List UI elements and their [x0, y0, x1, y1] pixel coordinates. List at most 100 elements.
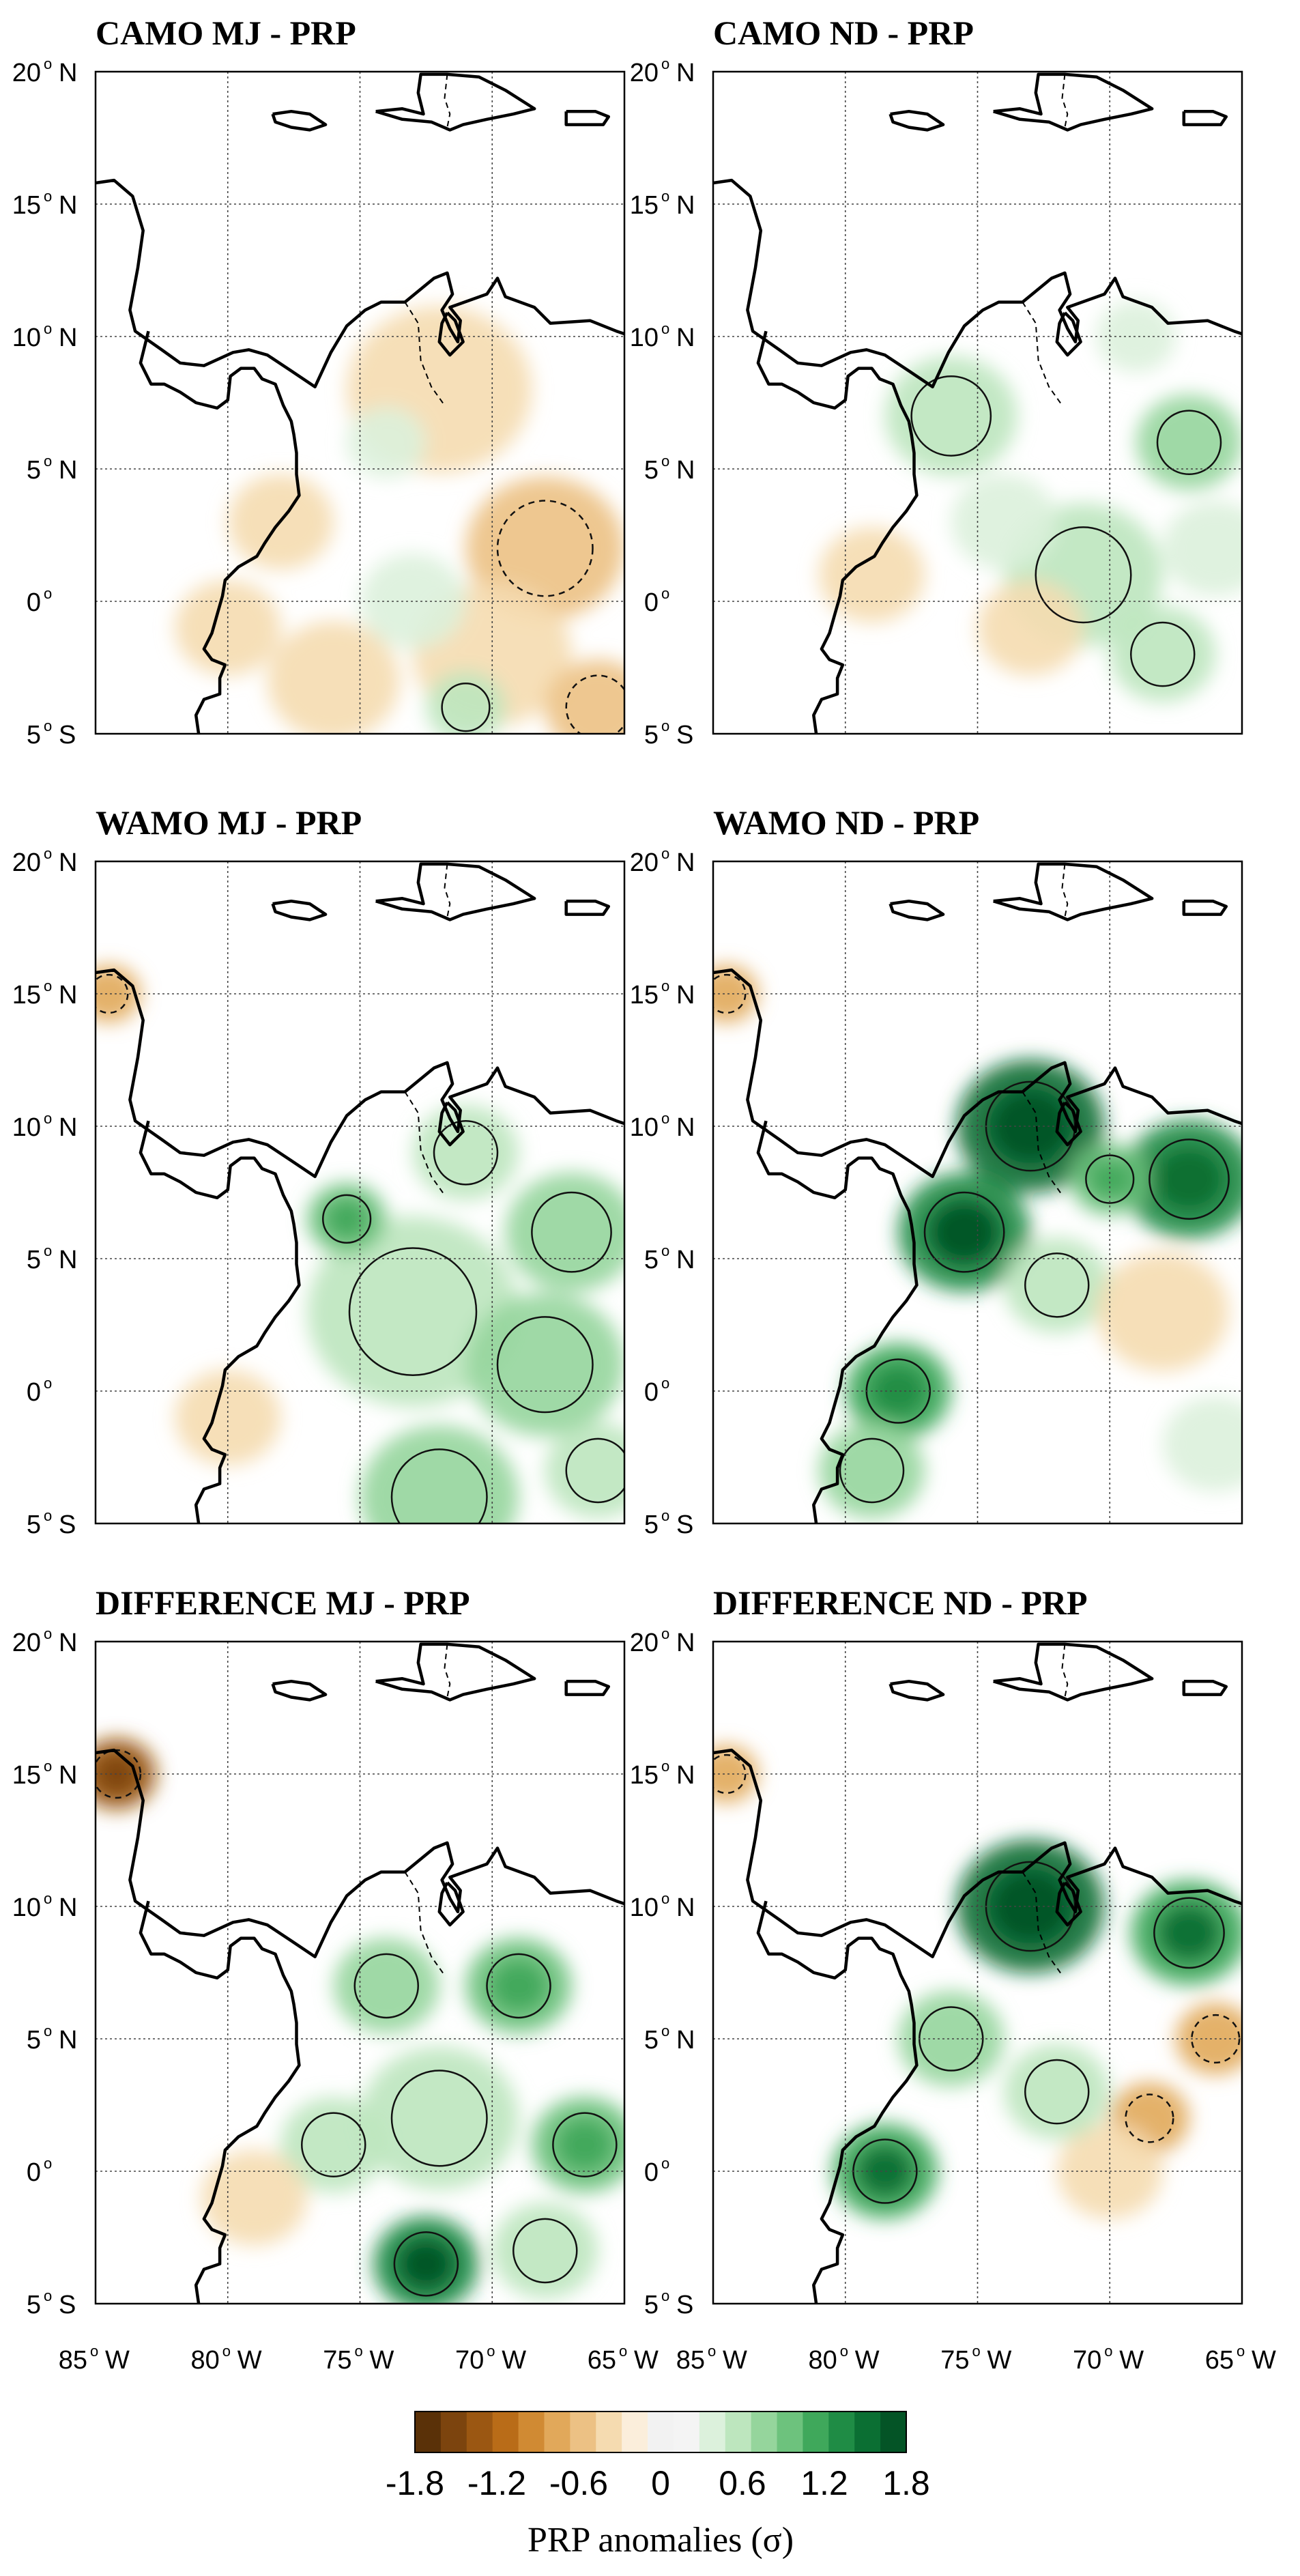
degree-symbol: o: [44, 1110, 52, 1127]
lat-hemisphere: N: [59, 456, 77, 485]
coastline: [271, 899, 328, 921]
coastline: [889, 899, 945, 921]
degree-symbol: o: [661, 2155, 669, 2172]
degree-symbol: o: [44, 2155, 52, 2172]
lon-hemisphere: W: [502, 2346, 526, 2375]
significance-contour: [565, 674, 624, 734]
degree-symbol: o: [44, 845, 52, 862]
significance-contour: [96, 973, 129, 1014]
lat-hemisphere: N: [676, 1629, 695, 1657]
country-border: [1061, 863, 1069, 917]
significance-contour: [496, 1316, 594, 1414]
lon-tick-label: 65: [1205, 2346, 1234, 2375]
coastline: [1182, 899, 1228, 916]
lat-tick-label: 15: [630, 191, 659, 220]
lat-hemisphere: N: [676, 2026, 695, 2055]
lon-tick-label: 65: [588, 2346, 616, 2375]
lat-tick-label: 5: [27, 721, 41, 749]
anomaly-core: [96, 1754, 139, 1794]
degree-symbol: o: [44, 453, 52, 470]
lat-tick-label: 5: [644, 721, 659, 749]
degree-symbol: o: [44, 1758, 52, 1775]
coastline: [375, 1642, 536, 1702]
degree-symbol: o: [708, 2343, 716, 2360]
lat-hemisphere: N: [676, 981, 695, 1010]
lat-tick-label: 5: [27, 2291, 41, 2319]
colorbar-frame: [414, 2411, 907, 2453]
panel-title: CAMO MJ - PRP: [96, 14, 356, 52]
panel-frame: [94, 1640, 626, 2305]
lat-hemisphere: N: [59, 2026, 77, 2055]
significance-contour: [1024, 2059, 1090, 2125]
colorbar-swatch: [880, 2412, 907, 2452]
significance-contour: [512, 2218, 578, 2284]
coastline: [713, 1748, 1242, 1958]
lat-tick-label: 10: [630, 324, 659, 352]
colorbar-swatch: [803, 2412, 829, 2452]
degree-symbol: o: [661, 320, 669, 337]
anomaly-blob: [413, 1104, 519, 1201]
anomaly-field: [713, 861, 1242, 1523]
lat-hemisphere: N: [59, 1246, 77, 1274]
lat-hemisphere: S: [59, 1511, 76, 1539]
coastline: [713, 178, 1242, 388]
lat-hemisphere: N: [59, 981, 77, 1010]
degree-symbol: o: [661, 717, 669, 734]
degree-symbol: o: [661, 55, 669, 72]
significance-contour: [348, 1247, 478, 1376]
significance-contour: [390, 2070, 488, 2167]
degree-symbol: o: [44, 2022, 52, 2040]
colorbar-swatch: [415, 2412, 442, 2452]
anomaly-field: [713, 72, 1242, 734]
lat-tick-label: 0: [644, 1378, 659, 1407]
colorbar-swatch: [544, 2412, 570, 2452]
lat-hemisphere: N: [59, 59, 77, 87]
colorbar-title: PRP anomalies (σ): [528, 2521, 794, 2560]
degree-symbol: o: [661, 585, 669, 602]
lon-hemisphere: W: [855, 2346, 880, 2375]
colorbar-swatch: [673, 2412, 700, 2452]
anomaly-core: [1153, 1146, 1226, 1213]
coastline: [756, 1120, 919, 1523]
country-border: [444, 1644, 451, 1698]
coastlines: [713, 1642, 1242, 2304]
lon-tick-label: 80: [808, 2346, 837, 2375]
panel-frame: [94, 70, 626, 735]
degree-symbol: o: [661, 188, 669, 205]
significance-contour: [923, 1191, 1005, 1273]
lat-tick-label: 0: [27, 2158, 41, 2187]
degree-symbol: o: [661, 845, 669, 862]
colorbar: -1.8 -1.2 -0.6 0 0.6 1.2 1.8 PRP anomalies (σ): [386, 2411, 930, 2560]
colorbar-tick-label: 0: [651, 2464, 670, 2502]
anomaly-core: [927, 1199, 1001, 1265]
country-border: [404, 1091, 446, 1196]
lat-tick-label: 10: [630, 1113, 659, 1142]
degree-symbol: o: [1237, 2343, 1245, 2360]
lat-tick-label: 20: [630, 848, 659, 877]
colorbar-swatch: [518, 2412, 545, 2452]
lat-hemisphere: N: [59, 848, 77, 877]
lat-tick-label: 20: [630, 1629, 659, 1657]
colorbar-tick-label: -1.2: [467, 2464, 526, 2502]
lon-tick-label: 85: [59, 2346, 87, 2375]
coastline: [889, 109, 945, 132]
anomaly-blob: [426, 671, 506, 734]
coastline: [993, 1642, 1154, 1702]
coastline: [889, 1679, 945, 1702]
lat-tick-label: 5: [27, 1246, 41, 1274]
anomaly-field: [96, 1642, 624, 2304]
lat-hemisphere: N: [59, 1761, 77, 1790]
degree-symbol: o: [44, 1375, 52, 1392]
anomaly-blob: [819, 1422, 925, 1519]
coastline: [437, 1101, 465, 1147]
significance-contour: [301, 2112, 366, 2178]
lat-tick-label: 10: [12, 1113, 41, 1142]
significance-contour: [910, 375, 992, 457]
coastlines: [96, 1642, 624, 2304]
lat-hemisphere: N: [676, 191, 695, 220]
anomaly-blob: [545, 659, 624, 734]
degree-symbol: o: [44, 2287, 52, 2304]
